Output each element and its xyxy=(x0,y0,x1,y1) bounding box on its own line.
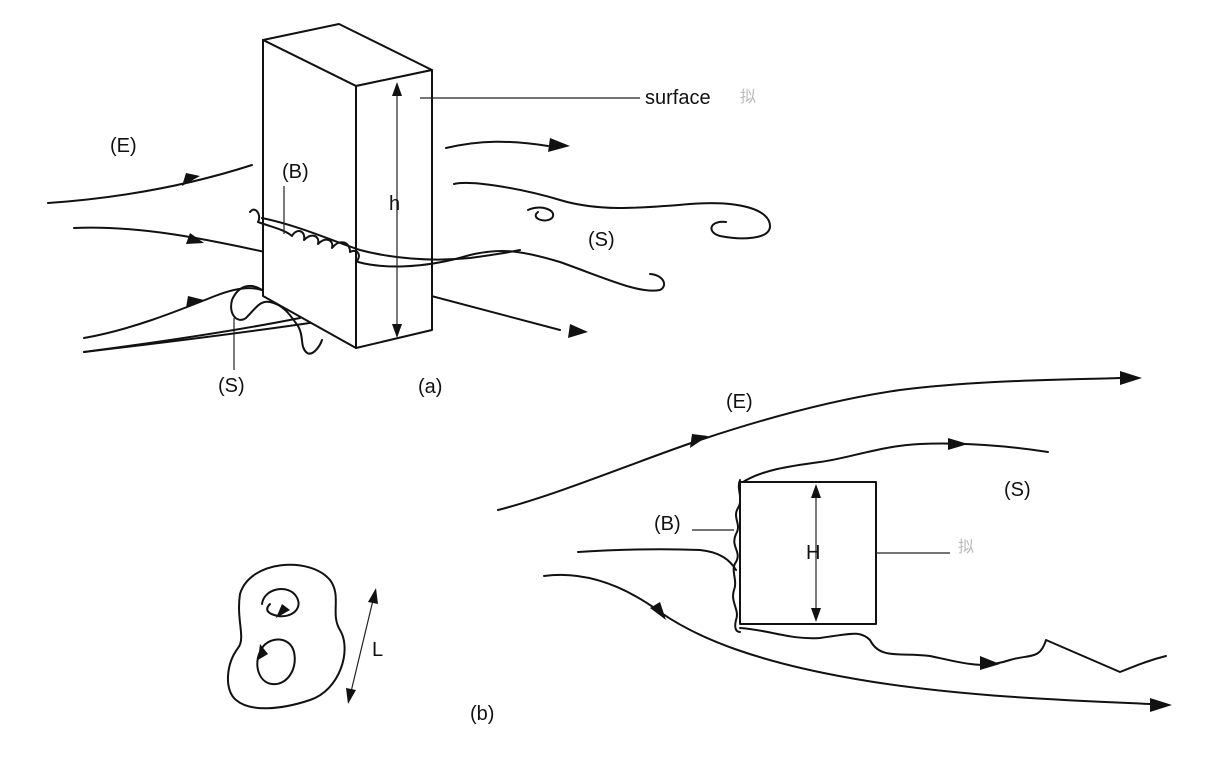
streamline-arrowhead xyxy=(980,656,1000,670)
eddy-inner-upper xyxy=(261,588,300,618)
shear-layer-wave xyxy=(357,249,666,292)
wake-line-b xyxy=(739,627,1167,673)
streamline-top-a xyxy=(445,140,549,149)
eddy-arrowhead-lower xyxy=(258,644,268,660)
eddy-inner-lower xyxy=(256,638,296,686)
caption-a: (a) xyxy=(418,376,442,398)
label-b-b: (B) xyxy=(654,513,681,535)
streamline-arrowhead xyxy=(182,173,200,186)
label-b-a: (B) xyxy=(282,161,309,183)
label-s-b: (S) xyxy=(1004,479,1031,501)
panel-b: H 拟 (E) (B) (S) (b) L xyxy=(227,371,1172,725)
streamline-inner-upper-b xyxy=(739,442,1049,485)
wake-eddy-curl xyxy=(527,206,555,222)
horseshoe-vortex xyxy=(230,284,323,355)
streamline-lower-a xyxy=(83,287,263,339)
wake-eddy-upper xyxy=(453,181,771,240)
streamline-outer-b xyxy=(497,377,1121,511)
streamline-arrowhead xyxy=(186,233,204,244)
label-e-a: (E) xyxy=(110,135,137,157)
separated-shear-layer xyxy=(261,217,521,261)
eddy-scale-arrowhead-top xyxy=(368,588,378,604)
streamline-arrowhead xyxy=(690,434,708,448)
surface-label: surface xyxy=(645,87,711,109)
eddy-scale-arrowhead-bottom xyxy=(346,688,356,704)
streamline-upper-a xyxy=(47,164,253,204)
label-s-wake-a: (S) xyxy=(588,229,615,251)
height-label-h: h xyxy=(389,193,400,215)
caption-b: (b) xyxy=(470,703,494,725)
surface-mark: 拟 xyxy=(740,88,756,106)
streamline-middle-a xyxy=(73,226,561,331)
boundary-layer-curls xyxy=(249,208,360,263)
eddy-scale-label-l: L xyxy=(372,639,383,661)
streamline-arrowhead xyxy=(186,296,204,308)
panel-a: h surface 拟 (E) (B) (S) (S) (a) xyxy=(47,23,771,398)
plan-height-arrowhead-bottom xyxy=(811,608,821,622)
plan-height-arrowhead-top xyxy=(811,484,821,498)
boundary-layer-front-b xyxy=(732,479,742,633)
eddy-arrowhead-upper xyxy=(276,604,290,618)
height-arrowhead-bottom xyxy=(392,324,402,338)
eddy-scale-line xyxy=(349,595,375,697)
streamline-arrowhead xyxy=(1150,698,1172,712)
streamline-arrowhead xyxy=(548,138,570,152)
height-arrowhead-top xyxy=(392,82,402,96)
label-e-b: (E) xyxy=(726,391,753,413)
streamline-arrowhead xyxy=(568,324,588,338)
streamline-arrowhead xyxy=(948,438,968,450)
eddy-outline xyxy=(227,563,346,710)
streamline-lower-b xyxy=(543,574,1151,705)
building-plan-rect xyxy=(739,481,877,625)
streamline-arrowhead xyxy=(650,602,666,620)
surface-mark-b: 拟 xyxy=(958,538,974,556)
streamline-front-a xyxy=(83,317,301,353)
label-s-base-a: (S) xyxy=(218,375,245,397)
plan-height-label-h: H xyxy=(806,542,820,564)
building-block xyxy=(262,23,433,349)
eddy-sketch xyxy=(227,563,346,710)
streamline-middle-b xyxy=(577,548,737,571)
building-front-face xyxy=(262,39,357,349)
streamline-arrowhead xyxy=(1120,371,1142,385)
